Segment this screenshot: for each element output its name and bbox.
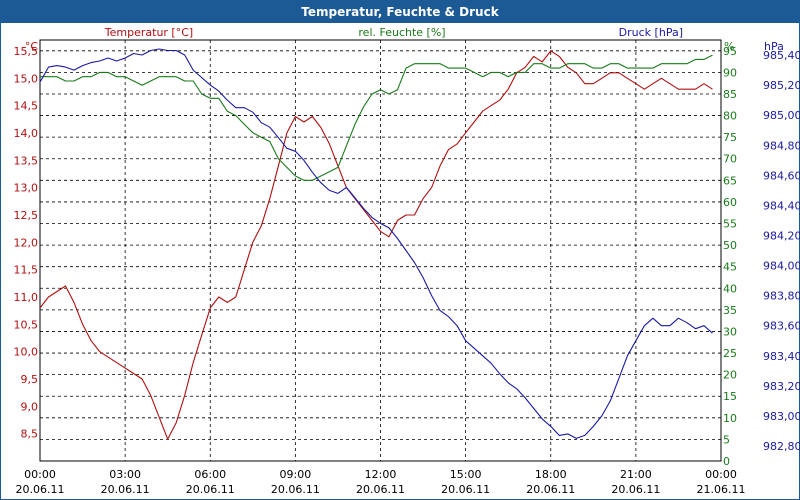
temperature-series-line bbox=[39, 50, 713, 440]
humidity-series-line bbox=[40, 54, 713, 181]
x-tick-time: 21:00 bbox=[620, 468, 652, 481]
humidity-tick-label: 60 bbox=[723, 196, 737, 209]
x-tick-date: 20.06.11 bbox=[611, 483, 660, 496]
pressure-tick-label: 983,40 bbox=[763, 350, 800, 363]
temperature-tick-label: 15,5 bbox=[14, 45, 39, 58]
pressure-tick-label: 985,20 bbox=[763, 79, 800, 92]
temperature-tick-label: 12,0 bbox=[14, 236, 39, 249]
temperature-tick-label: 13,5 bbox=[14, 154, 39, 167]
humidity-tick-label: 20 bbox=[723, 369, 737, 382]
humidity-tick-label: 45 bbox=[723, 261, 737, 274]
pressure-tick-label: 983,60 bbox=[763, 320, 800, 333]
humidity-tick-label: 25 bbox=[723, 347, 737, 360]
pressure-tick-label: 983,80 bbox=[763, 290, 800, 303]
humidity-tick-label: 50 bbox=[723, 239, 737, 252]
humidity-tick-label: 5 bbox=[723, 433, 730, 446]
chart-title: Temperatur, Feuchte & Druck bbox=[1, 1, 799, 23]
x-tick-time: 15:00 bbox=[450, 468, 482, 481]
pressure-tick-label: 985,40 bbox=[763, 49, 800, 62]
temperature-tick-label: 10,0 bbox=[14, 346, 39, 359]
pressure-tick-label: 984,60 bbox=[763, 169, 800, 182]
pressure-unit: hPa bbox=[764, 40, 784, 53]
temperature-tick-label: 15,0 bbox=[14, 72, 39, 85]
x-tick-date: 21.06.11 bbox=[697, 483, 746, 496]
temperature-tick-label: 10,5 bbox=[14, 318, 39, 331]
x-tick-date: 20.06.11 bbox=[16, 483, 65, 496]
x-tick-date: 20.06.11 bbox=[186, 483, 235, 496]
x-tick-time: 06:00 bbox=[194, 468, 226, 481]
humidity-tick-label: 0 bbox=[723, 455, 730, 468]
humidity-tick-label: 95 bbox=[723, 45, 737, 58]
temperature-tick-label: 8,5 bbox=[21, 428, 39, 441]
pressure-tick-label: 984,00 bbox=[763, 260, 800, 273]
pressure-tick-label: 982,80 bbox=[763, 440, 800, 453]
temperature-unit: °C bbox=[25, 40, 39, 53]
x-tick-date: 20.06.11 bbox=[271, 483, 320, 496]
humidity-axis-title: rel. Feuchte [%] bbox=[358, 26, 445, 39]
x-tick-time: 12:00 bbox=[365, 468, 397, 481]
temperature-tick-label: 9,0 bbox=[21, 400, 39, 413]
pressure-tick-label: 984,80 bbox=[763, 139, 800, 152]
pressure-tick-label: 984,40 bbox=[763, 199, 800, 212]
humidity-tick-label: 90 bbox=[723, 66, 737, 79]
x-tick-time: 18:00 bbox=[535, 468, 567, 481]
humidity-tick-label: 65 bbox=[723, 174, 737, 187]
temperature-tick-label: 14,0 bbox=[14, 127, 39, 140]
pressure-tick-label: 984,20 bbox=[763, 229, 800, 242]
x-tick-date: 20.06.11 bbox=[356, 483, 405, 496]
x-tick-date: 20.06.11 bbox=[526, 483, 575, 496]
humidity-tick-label: 75 bbox=[723, 131, 737, 144]
x-tick-time: 00:00 bbox=[24, 468, 56, 481]
humidity-tick-label: 10 bbox=[723, 412, 737, 425]
humidity-tick-label: 80 bbox=[723, 110, 737, 123]
temperature-tick-label: 9,5 bbox=[21, 373, 39, 386]
humidity-tick-label: 55 bbox=[723, 218, 737, 231]
pressure-series-line bbox=[39, 48, 713, 439]
humidity-tick-label: 15 bbox=[723, 390, 737, 403]
humidity-tick-label: 30 bbox=[723, 325, 737, 338]
humidity-tick-label: 70 bbox=[723, 153, 737, 166]
humidity-tick-label: 35 bbox=[723, 304, 737, 317]
temperature-tick-label: 11,0 bbox=[14, 291, 39, 304]
humidity-tick-label: 85 bbox=[723, 88, 737, 101]
pressure-tick-label: 985,00 bbox=[763, 109, 800, 122]
temperature-tick-label: 13,0 bbox=[14, 182, 39, 195]
x-tick-date: 20.06.11 bbox=[441, 483, 490, 496]
temperature-tick-label: 12,5 bbox=[14, 209, 39, 222]
pressure-tick-label: 983,00 bbox=[763, 410, 800, 423]
x-tick-date: 20.06.11 bbox=[101, 483, 150, 496]
humidity-unit: % bbox=[724, 40, 734, 53]
pressure-tick-label: 983,20 bbox=[763, 380, 800, 393]
x-tick-time: 03:00 bbox=[109, 468, 141, 481]
x-tick-time: 00:00 bbox=[705, 468, 737, 481]
temperature-tick-label: 14,5 bbox=[14, 100, 39, 113]
temperature-tick-label: 11,5 bbox=[14, 264, 39, 277]
pressure-axis-title: Druck [hPa] bbox=[619, 26, 683, 39]
temperature-axis-title: Temperatur [°C] bbox=[104, 26, 193, 39]
x-tick-time: 09:00 bbox=[280, 468, 312, 481]
humidity-tick-label: 40 bbox=[723, 282, 737, 295]
